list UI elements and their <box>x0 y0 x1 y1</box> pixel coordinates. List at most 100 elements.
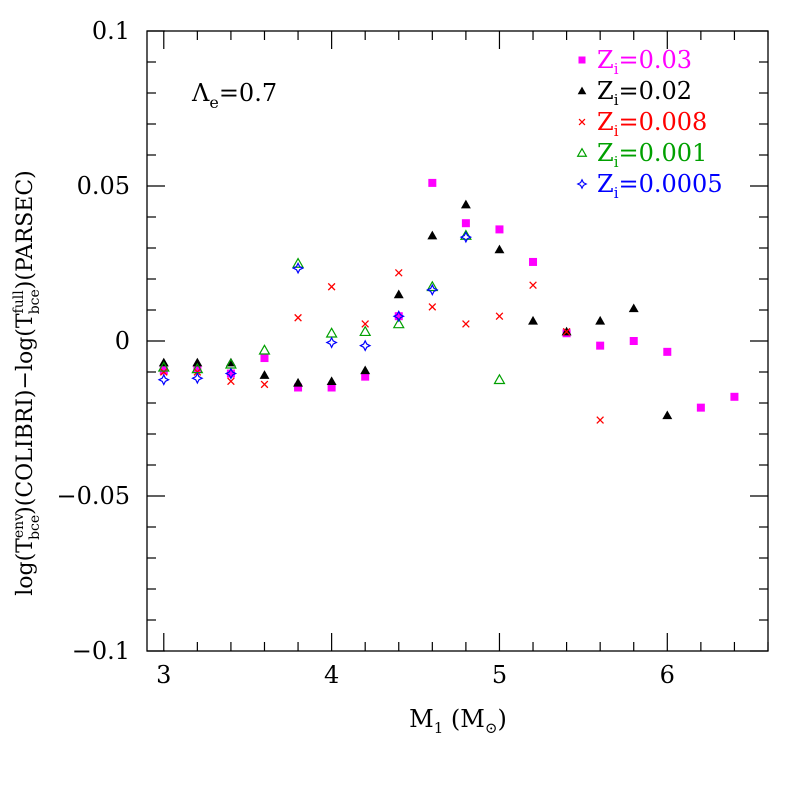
legend-label: Zi=0.02 <box>597 77 692 109</box>
legend-item: Zi=0.02 <box>577 77 692 109</box>
legend-marker <box>576 178 588 190</box>
data-point <box>426 283 439 297</box>
data-point <box>596 341 605 350</box>
legend-marker <box>578 118 586 126</box>
data-point <box>193 364 202 373</box>
series-4 <box>157 229 506 385</box>
x-tick-label: 3 <box>156 661 171 689</box>
legend-item: Zi=0.001 <box>576 139 707 171</box>
data-point <box>493 373 506 385</box>
data-point <box>326 376 337 386</box>
data-point <box>258 344 271 355</box>
data-point <box>259 370 270 379</box>
y-label-part1: log(T <box>13 538 38 596</box>
data-point <box>529 257 538 266</box>
legend-label: Zi=0.001 <box>597 139 707 171</box>
data-point <box>359 325 372 337</box>
data-point <box>427 230 438 240</box>
data-point <box>193 368 202 376</box>
data-point <box>227 377 235 386</box>
data-point <box>595 315 606 325</box>
data-point <box>662 410 673 420</box>
data-point <box>327 282 336 291</box>
x-label-open: (M <box>443 705 485 733</box>
y-label-sub1: bce <box>27 515 43 540</box>
plot-frame <box>146 30 769 652</box>
data-point <box>359 339 372 352</box>
y-tick-label: −0.1 <box>72 637 130 665</box>
series-3 <box>159 268 604 424</box>
y-tick-label: 0 <box>115 327 130 355</box>
data-point <box>495 225 504 234</box>
data-point <box>394 268 403 277</box>
x-label-sub: 1 <box>434 719 444 737</box>
data-point <box>426 280 439 292</box>
data-point <box>663 347 672 356</box>
y-label-sup1: env <box>11 513 27 538</box>
data-point <box>696 403 705 412</box>
data-point <box>629 337 638 345</box>
legend-label: Zi=0.008 <box>597 108 707 140</box>
annotation-rest: =0.7 <box>219 79 277 107</box>
data-point <box>361 372 370 381</box>
data-points <box>157 178 739 424</box>
data-point <box>528 315 538 325</box>
data-point <box>392 317 405 329</box>
x-tick-label: 6 <box>660 661 675 689</box>
y-label-part3: )(PARSEC) <box>13 170 38 289</box>
x-label-sun: ⊙ <box>485 719 498 737</box>
data-point <box>460 199 471 209</box>
legend-marker <box>578 56 586 64</box>
annotation-main: Λ <box>191 79 210 107</box>
y-tick-label: −0.05 <box>56 482 130 510</box>
legend-item: Zi=0.03 <box>578 46 692 78</box>
legend-label: Zi=0.03 <box>597 46 692 78</box>
data-point <box>260 354 269 363</box>
series-5 <box>157 230 473 386</box>
data-point <box>394 312 403 321</box>
data-point <box>462 320 470 328</box>
x-label-main: M <box>409 705 434 733</box>
data-point <box>293 377 304 387</box>
y-tick-label: 0.05 <box>77 172 130 200</box>
data-point <box>393 289 404 299</box>
y-axis-label: log(Tenvbce)(COLIBRI)−log(Tfullbce)(PARS… <box>11 170 43 596</box>
x-tick-label: 5 <box>492 661 507 689</box>
data-point <box>562 327 571 336</box>
data-point <box>157 373 170 386</box>
data-point <box>360 365 371 375</box>
data-point <box>327 383 336 392</box>
data-point <box>392 310 405 323</box>
data-point <box>157 361 170 372</box>
series-1 <box>159 178 739 412</box>
legend-item: Zi=0.008 <box>578 108 707 140</box>
data-point <box>260 380 269 389</box>
data-point <box>628 303 639 313</box>
legend-marker <box>576 147 588 157</box>
y-label-sup2: full <box>11 290 27 314</box>
data-point <box>291 261 305 275</box>
x-axis-label: M1 (M⊙) <box>409 705 507 737</box>
data-point <box>459 229 472 240</box>
data-point <box>224 367 238 380</box>
data-point <box>226 369 235 378</box>
data-point <box>495 312 504 321</box>
data-point <box>730 392 739 401</box>
data-point <box>494 244 505 254</box>
x-label-close: ) <box>497 705 506 733</box>
data-point <box>192 357 203 367</box>
legend-marker <box>577 86 587 95</box>
series-2 <box>158 199 673 420</box>
data-point <box>191 372 204 385</box>
legend-label: Zi=0.0005 <box>597 170 723 202</box>
data-point <box>292 257 305 268</box>
data-point <box>325 336 338 349</box>
annotation-sub: e <box>209 93 218 112</box>
legend-item: Zi=0.0005 <box>576 170 723 202</box>
data-point <box>428 178 437 187</box>
data-point <box>159 368 168 376</box>
tick-labels: 3 4 5 6 −0.1 −0.05 0 0.05 0.1 <box>56 17 674 689</box>
y-label-part2: )(COLIBRI)−log(T <box>13 313 38 515</box>
